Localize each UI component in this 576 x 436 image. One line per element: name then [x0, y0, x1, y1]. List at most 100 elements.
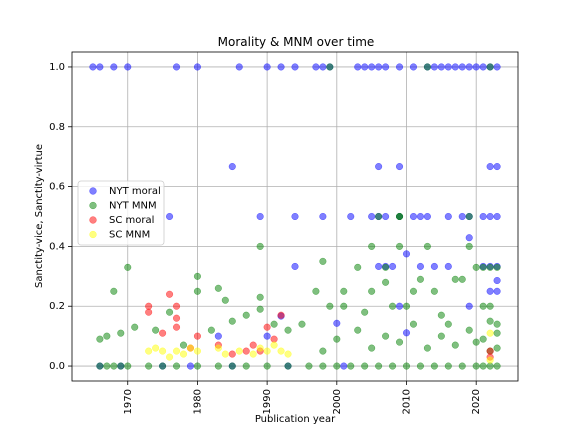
data-point — [361, 308, 369, 316]
data-point — [305, 362, 313, 370]
data-point — [145, 347, 153, 355]
data-point — [319, 362, 327, 370]
data-point — [375, 362, 383, 370]
data-point — [486, 356, 494, 364]
data-point — [465, 326, 473, 334]
legend-label: SC moral — [109, 215, 154, 226]
data-point — [402, 302, 411, 310]
data-point — [382, 332, 390, 340]
data-point — [493, 63, 501, 71]
data-point — [354, 263, 362, 271]
data-point — [214, 344, 222, 352]
data-point — [319, 63, 327, 71]
legend-marker — [89, 187, 97, 195]
data-point — [493, 287, 501, 295]
data-point — [159, 362, 167, 370]
data-point — [444, 320, 452, 328]
data-point — [263, 323, 271, 331]
data-point — [186, 362, 195, 370]
data-point — [214, 332, 222, 340]
data-point — [340, 287, 348, 295]
data-point — [437, 311, 445, 319]
data-point — [347, 362, 355, 370]
data-point — [430, 63, 438, 71]
data-point — [347, 212, 355, 221]
data-point — [423, 212, 431, 221]
data-point — [235, 347, 243, 355]
data-point — [465, 242, 473, 250]
y-tick-label: 0.4 — [49, 241, 65, 252]
data-point — [186, 344, 195, 352]
data-point — [256, 344, 264, 352]
data-point — [395, 212, 404, 221]
data-point — [270, 341, 278, 349]
data-point — [249, 350, 257, 358]
data-point — [479, 302, 487, 310]
data-point — [368, 242, 376, 250]
data-point — [291, 63, 299, 71]
data-point — [493, 320, 501, 328]
data-point — [444, 212, 452, 221]
data-point — [458, 275, 466, 283]
data-point — [395, 242, 404, 250]
data-point — [214, 362, 222, 370]
data-point — [172, 302, 181, 310]
data-point — [326, 302, 334, 310]
chart-title: Morality & MNM over time — [218, 35, 375, 49]
data-point — [430, 362, 438, 370]
data-point — [493, 329, 501, 337]
data-point — [458, 362, 466, 370]
data-point — [291, 262, 299, 270]
data-point — [333, 319, 341, 327]
legend-label: NYT moral — [109, 186, 161, 197]
data-point — [423, 344, 431, 352]
data-point — [166, 290, 174, 298]
data-point — [166, 308, 174, 316]
data-point — [472, 362, 480, 370]
data-point — [472, 263, 480, 271]
data-point — [368, 212, 376, 221]
data-point — [110, 362, 118, 370]
x-tick-label: 1980 — [192, 389, 203, 414]
data-point — [486, 347, 494, 355]
data-point — [389, 262, 397, 270]
data-point — [242, 311, 250, 319]
data-point — [472, 338, 480, 346]
data-point — [444, 362, 452, 370]
legend-marker — [89, 230, 97, 239]
data-point — [263, 332, 271, 340]
data-point — [486, 362, 494, 370]
data-point — [270, 320, 278, 328]
data-point — [298, 320, 306, 328]
data-point — [375, 212, 383, 221]
data-point — [207, 326, 215, 334]
data-point — [416, 362, 424, 370]
data-point — [172, 362, 181, 370]
data-point — [368, 344, 376, 352]
y-tick-label: 0.2 — [49, 301, 65, 312]
axes-layer: 1970 1980 1990 2000 2010 2020 0.0 0.2 0.4 0.6 0.8 1… — [49, 62, 482, 414]
data-point — [145, 308, 153, 316]
data-point — [242, 347, 250, 355]
data-point — [228, 350, 236, 358]
points-layer — [89, 63, 501, 370]
data-point — [430, 262, 438, 270]
data-point — [117, 362, 125, 370]
y-axis-label: Sanctity-vice, Sanctity-virtue — [34, 144, 45, 288]
data-point — [152, 344, 160, 352]
data-point — [493, 212, 501, 221]
data-point — [451, 275, 459, 283]
x-tick-label: 2020 — [471, 389, 482, 414]
data-point — [444, 63, 452, 71]
data-point — [361, 63, 369, 71]
data-point — [124, 63, 132, 71]
data-point — [319, 347, 327, 355]
data-point — [395, 302, 404, 310]
data-point — [193, 332, 201, 340]
data-point — [486, 317, 494, 325]
data-point — [493, 163, 501, 171]
data-point — [193, 362, 201, 370]
data-point — [117, 329, 125, 337]
data-point — [96, 362, 104, 370]
